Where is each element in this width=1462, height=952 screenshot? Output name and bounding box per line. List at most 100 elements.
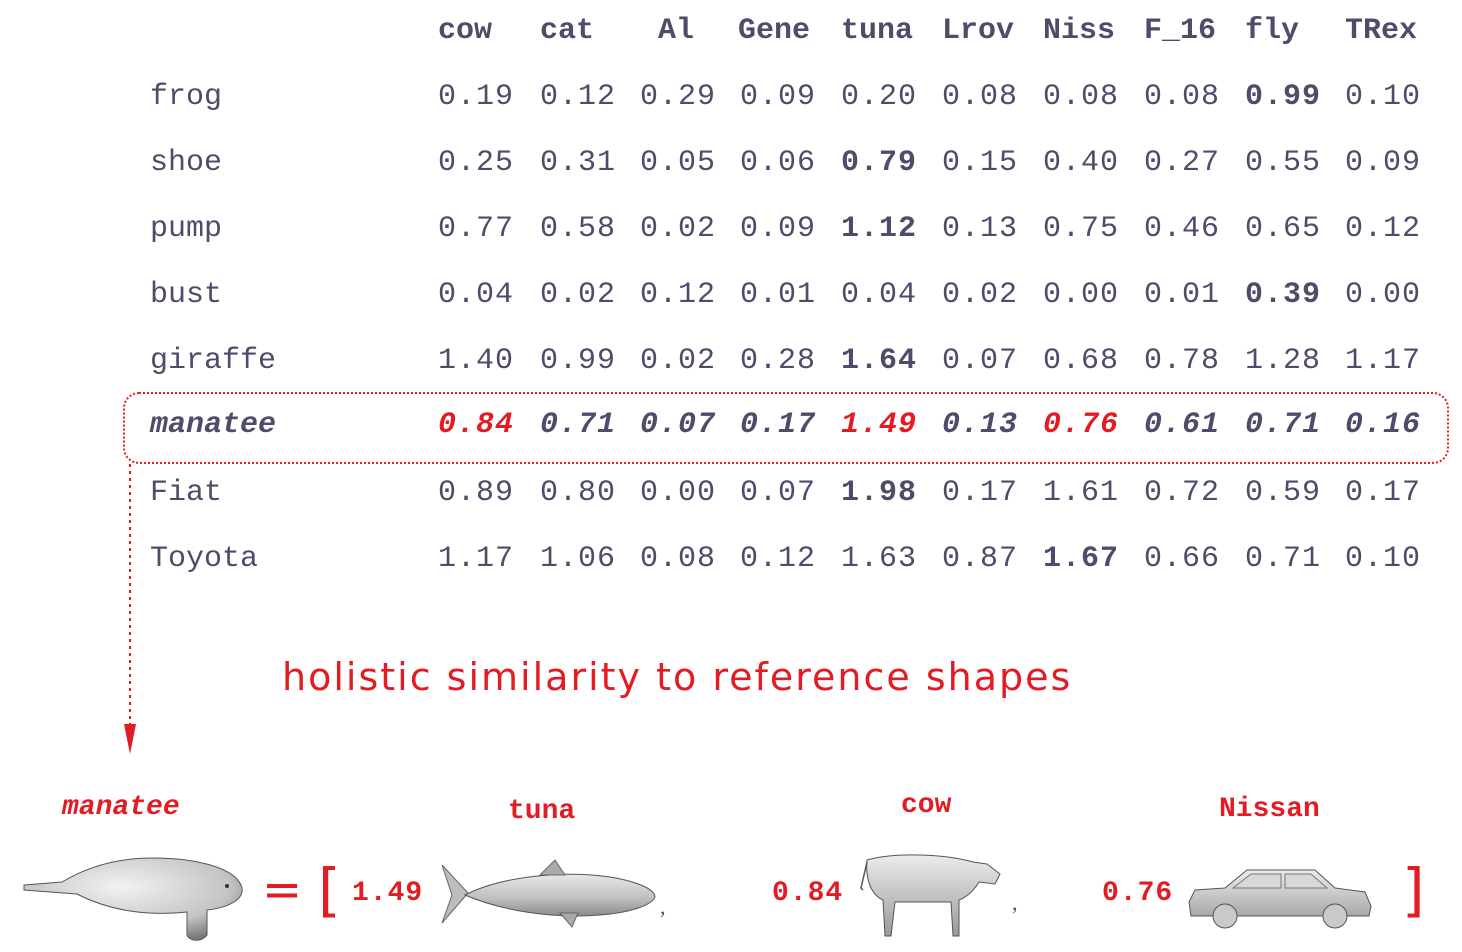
table-cell: 0.08 <box>1043 80 1120 114</box>
row-label: bust <box>150 278 223 312</box>
column-header: fly <box>1245 14 1300 48</box>
table-cell: 0.13 <box>942 408 1019 442</box>
separator-comma: , <box>660 894 666 919</box>
table-cell: 0.01 <box>740 278 817 312</box>
nissan-label: Nissan <box>1219 794 1320 825</box>
table-cell: 0.12 <box>740 542 817 576</box>
table-cell: 0.20 <box>841 80 918 114</box>
row-label: manatee <box>150 408 277 442</box>
table-cell: 0.07 <box>740 476 817 510</box>
table-cell: 0.99 <box>1245 80 1322 114</box>
table-cell: 0.39 <box>1245 278 1322 312</box>
table-cell: 0.76 <box>1043 408 1120 442</box>
table-cell: 0.12 <box>540 80 617 114</box>
manatee-label: manatee <box>62 792 180 823</box>
cow-coefficient: 0.84 <box>772 878 844 909</box>
table-cell: 0.99 <box>540 344 617 378</box>
table-cell: 0.77 <box>438 212 515 246</box>
table-cell: 1.40 <box>438 344 515 378</box>
row-label: Fiat <box>150 476 223 510</box>
table-cell: 0.27 <box>1144 146 1221 180</box>
table-cell: 0.61 <box>1144 408 1221 442</box>
table-cell: 0.79 <box>841 146 918 180</box>
row-label: giraffe <box>150 344 277 378</box>
separator-comma-2: , <box>1012 890 1018 915</box>
table-cell: 0.01 <box>1144 278 1221 312</box>
cow-shape-icon <box>860 854 1001 937</box>
table-cell: 0.00 <box>640 476 717 510</box>
table-cell: 0.06 <box>740 146 817 180</box>
table-cell: 0.17 <box>1345 476 1422 510</box>
table-cell: 0.75 <box>1043 212 1120 246</box>
table-cell: 1.28 <box>1245 344 1322 378</box>
tuna-label: tuna <box>508 796 576 827</box>
table-cell: 0.59 <box>1245 476 1322 510</box>
cow-label: cow <box>901 790 952 821</box>
table-cell: 0.17 <box>942 476 1019 510</box>
table-cell: 0.02 <box>942 278 1019 312</box>
table-cell: 0.68 <box>1043 344 1120 378</box>
table-cell: 0.00 <box>1345 278 1422 312</box>
column-header: Niss <box>1043 14 1116 48</box>
table-cell: 0.65 <box>1245 212 1322 246</box>
table-cell: 1.49 <box>841 408 918 442</box>
dotted-arrow <box>124 464 136 754</box>
table-cell: 0.07 <box>942 344 1019 378</box>
table-cell: 0.12 <box>640 278 717 312</box>
table-cell: 0.84 <box>438 408 515 442</box>
column-header: Lrov <box>942 14 1015 48</box>
caption-text: holistic similarity to reference shapes <box>282 655 1073 699</box>
table-cell: 0.78 <box>1144 344 1221 378</box>
table-cell: 0.71 <box>540 408 617 442</box>
table-cell: 1.64 <box>841 344 918 378</box>
table-cell: 0.46 <box>1144 212 1221 246</box>
table-cell: 1.17 <box>1345 344 1422 378</box>
table-cell: 0.25 <box>438 146 515 180</box>
table-cell: 1.61 <box>1043 476 1120 510</box>
table-cell: 0.09 <box>1345 146 1422 180</box>
table-cell: 0.71 <box>1245 408 1322 442</box>
table-cell: 0.15 <box>942 146 1019 180</box>
table-cell: 0.72 <box>1144 476 1221 510</box>
column-header: Al <box>658 14 695 48</box>
row-label: frog <box>150 80 223 114</box>
column-header: F_16 <box>1144 14 1217 48</box>
table-cell: 0.04 <box>841 278 918 312</box>
table-cell: 0.16 <box>1345 408 1422 442</box>
table-cell: 1.98 <box>841 476 918 510</box>
table-cell: 0.02 <box>540 278 617 312</box>
table-cell: 0.19 <box>438 80 515 114</box>
column-header: cow <box>438 14 493 48</box>
equals-sign: = <box>262 862 303 918</box>
table-cell: 0.09 <box>740 212 817 246</box>
table-cell: 0.71 <box>1245 542 1322 576</box>
table-cell: 0.55 <box>1245 146 1322 180</box>
open-bracket: [ <box>318 856 341 924</box>
tuna-coefficient: 1.49 <box>352 878 424 909</box>
table-cell: 0.66 <box>1144 542 1221 576</box>
table-cell: 1.63 <box>841 542 918 576</box>
table-cell: 0.05 <box>640 146 717 180</box>
table-cell: 0.13 <box>942 212 1019 246</box>
table-cell: 1.06 <box>540 542 617 576</box>
column-header: cat <box>540 14 595 48</box>
table-cell: 0.07 <box>640 408 717 442</box>
table-cell: 0.02 <box>640 344 717 378</box>
table-cell: 0.89 <box>438 476 515 510</box>
manatee-shape-icon <box>23 857 243 941</box>
table-cell: 0.40 <box>1043 146 1120 180</box>
close-bracket: ] <box>1402 856 1425 924</box>
column-header: tuna <box>841 14 914 48</box>
table-cell: 0.04 <box>438 278 515 312</box>
nissan-coefficient: 0.76 <box>1102 878 1174 909</box>
column-header: Gene <box>738 14 811 48</box>
table-cell: 0.08 <box>640 542 717 576</box>
table-cell: 0.80 <box>540 476 617 510</box>
table-cell: 1.67 <box>1043 542 1120 576</box>
table-cell: 0.12 <box>1345 212 1422 246</box>
table-cell: 0.29 <box>640 80 717 114</box>
table-cell: 0.00 <box>1043 278 1120 312</box>
table-cell: 0.10 <box>1345 542 1422 576</box>
highlight-row-box <box>123 392 1449 464</box>
table-cell: 1.17 <box>438 542 515 576</box>
